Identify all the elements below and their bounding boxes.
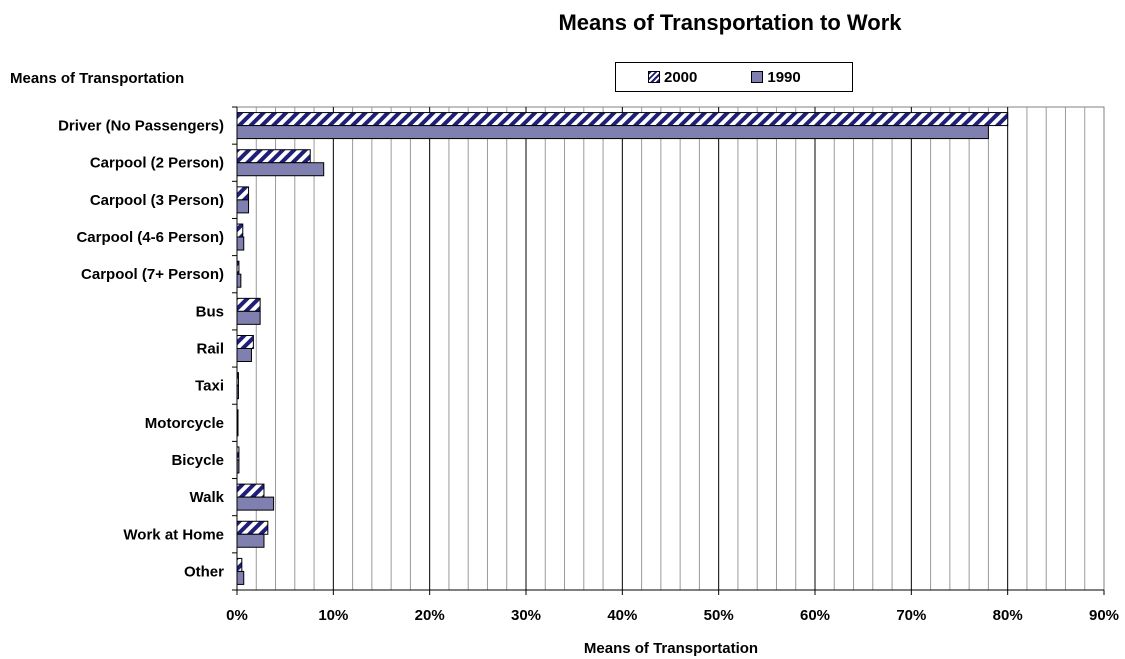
x-tick-label: 80%	[993, 607, 1023, 624]
x-tick-label: 40%	[607, 607, 637, 624]
category-label: Carpool (7+ Person)	[81, 266, 224, 283]
category-label: Driver (No Passengers)	[58, 118, 224, 135]
bar-2000	[236, 446, 240, 461]
bar-1990	[236, 348, 252, 362]
category-label: Carpool (2 Person)	[90, 155, 224, 172]
bar-2000	[236, 483, 265, 498]
bar-1990	[236, 422, 239, 437]
category-label: Other	[184, 563, 224, 580]
category-label: Bicycle	[171, 452, 224, 469]
legend-swatch-1990	[751, 71, 764, 83]
bar-2000	[236, 260, 240, 275]
bar-1990	[236, 310, 261, 325]
bar-2000	[236, 335, 254, 349]
bar-2000	[236, 223, 244, 238]
bar-1990	[236, 533, 265, 548]
x-tick-label: 10%	[318, 607, 348, 624]
bar-1990	[236, 199, 250, 214]
x-tick-label: 30%	[511, 607, 541, 624]
legend-label-1990: 1990	[767, 68, 801, 86]
y-axis-title: Means of Transportation	[10, 70, 185, 87]
x-tick-label: 60%	[800, 607, 830, 624]
bar-2000	[236, 186, 250, 201]
legend-item-2000: 2000	[648, 69, 697, 86]
category-label: Motorcycle	[145, 415, 224, 432]
bar-1990	[236, 236, 245, 251]
bar-2000	[236, 520, 269, 535]
category-label: Walk	[190, 489, 225, 506]
chart-title: Means of Transportation to Work	[558, 10, 902, 35]
x-tick-label: 0%	[226, 607, 248, 624]
bar-2000	[236, 372, 239, 387]
category-label: Work at Home	[123, 526, 224, 543]
x-axis-title: Means of Transportation	[583, 640, 759, 657]
legend-swatch-2000	[648, 71, 660, 83]
bar-1990	[236, 570, 245, 585]
bar-2000	[236, 149, 311, 164]
bar-1990	[236, 385, 239, 400]
legend-item-1990: 1990	[751, 68, 801, 86]
category-label: Carpool (4-6 Person)	[76, 229, 224, 246]
bar-2000	[236, 297, 261, 312]
bar-1990	[236, 496, 275, 511]
x-tick-label: 50%	[704, 607, 734, 624]
category-label: Bus	[196, 303, 224, 320]
bar-1990	[236, 125, 989, 140]
x-tick-label: 20%	[415, 607, 445, 624]
bar-2000	[236, 112, 1009, 127]
plot-area	[236, 106, 1105, 591]
category-label: Taxi	[195, 378, 224, 395]
legend-label-2000: 2000	[664, 68, 698, 86]
bar-1990	[236, 273, 242, 288]
category-label: Carpool (3 Person)	[90, 192, 224, 209]
bar-1990	[236, 162, 325, 177]
category-label: Rail	[196, 341, 224, 358]
bar-2000	[236, 557, 243, 572]
x-tick-label: 70%	[896, 607, 926, 624]
legend: 2000 1990	[615, 62, 853, 92]
bar-2000	[236, 409, 239, 424]
bar-1990	[236, 459, 240, 474]
x-tick-label: 90%	[1089, 607, 1119, 624]
